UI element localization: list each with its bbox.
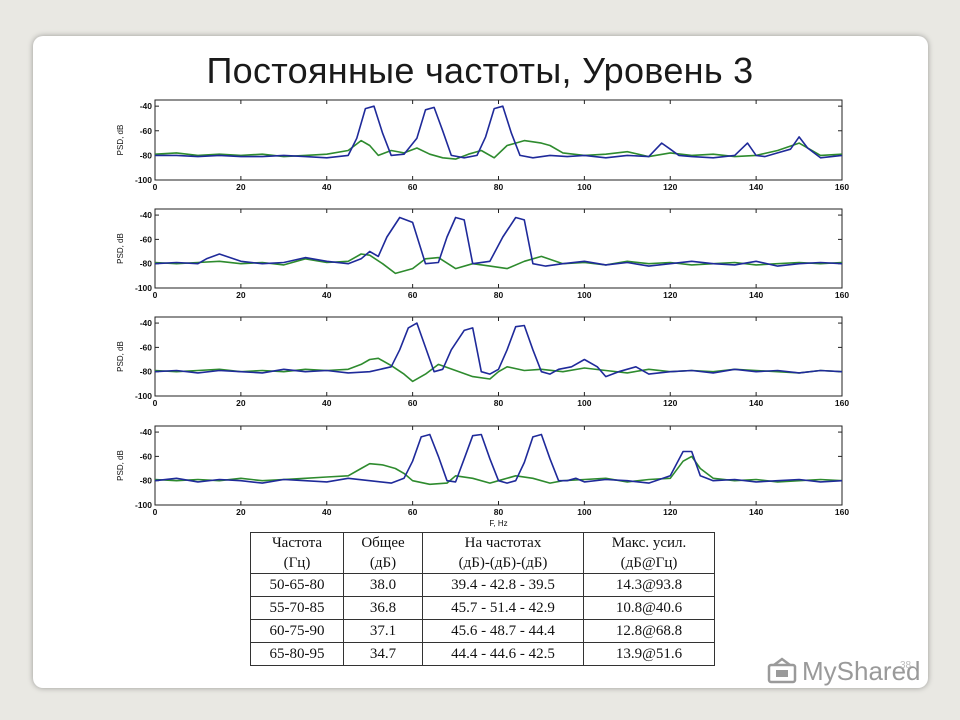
y-tick-label: -100 xyxy=(135,175,152,185)
x-tick-label: 0 xyxy=(153,398,158,408)
y-tick-label: -40 xyxy=(140,101,153,111)
y-tick-label: -40 xyxy=(140,427,153,437)
x-tick-label: 40 xyxy=(322,290,332,300)
x-tick-label: 20 xyxy=(236,182,246,192)
x-tick-label: 120 xyxy=(663,182,677,192)
cell-at-frequencies: 39.4 - 42.8 - 39.5 xyxy=(422,573,584,597)
results-table: Частота (Гц) Общее (дБ) На частотах (дБ)-(д… xyxy=(250,532,715,666)
x-tick-label: 40 xyxy=(322,182,332,192)
y-axis-label: PSD, dB xyxy=(116,233,125,264)
cell-frequency: 60-75-90 xyxy=(250,619,344,643)
x-tick-label: 140 xyxy=(749,507,763,517)
y-tick-label: -40 xyxy=(140,318,153,328)
cell-max-gain: 12.8@68.8 xyxy=(583,619,715,643)
cell-max-gain: 13.9@51.6 xyxy=(583,642,715,666)
x-tick-label: 20 xyxy=(236,398,246,408)
x-tick-label: 140 xyxy=(749,290,763,300)
y-tick-label: -60 xyxy=(140,342,153,352)
y-tick-label: -80 xyxy=(140,367,153,377)
y-tick-label: -60 xyxy=(140,234,153,244)
x-tick-label: 140 xyxy=(749,182,763,192)
x-tick-label: 100 xyxy=(577,507,591,517)
header-frequency: Частота (Гц) xyxy=(250,532,344,574)
page-number: 38 xyxy=(900,660,912,671)
header-total: Общее (дБ) xyxy=(343,532,423,574)
x-tick-label: 100 xyxy=(577,290,591,300)
x-tick-label: 60 xyxy=(408,182,418,192)
x-tick-label: 160 xyxy=(835,507,849,517)
y-tick-label: -80 xyxy=(140,150,153,160)
x-tick-label: 100 xyxy=(577,182,591,192)
cell-frequency: 50-65-80 xyxy=(250,573,344,597)
x-tick-label: 0 xyxy=(153,290,158,300)
header-at-frequencies: На частотах (дБ)-(дБ)-(дБ) xyxy=(422,532,584,574)
y-axis-label: PSD, dB xyxy=(116,125,125,156)
series-line-blue xyxy=(154,433,843,484)
y-tick-label: -60 xyxy=(140,126,153,136)
x-tick-label: 20 xyxy=(236,290,246,300)
cell-max-gain: 10.8@40.6 xyxy=(583,596,715,620)
series-line-green xyxy=(154,455,843,486)
x-tick-label: 120 xyxy=(663,507,677,517)
table-row: 65-80-95 34.7 44.4 - 44.6 - 42.5 13.9@51… xyxy=(250,642,715,666)
plot-area-4 xyxy=(154,425,843,506)
header-max-gain: Макс. усил. (дБ@Гц) xyxy=(583,532,715,574)
table-row: 55-70-85 36.8 45.7 - 51.4 - 42.9 10.8@40… xyxy=(250,596,715,620)
x-tick-label: 40 xyxy=(322,507,332,517)
cell-max-gain: 14.3@93.8 xyxy=(583,573,715,597)
y-tick-label: -100 xyxy=(135,391,152,401)
watermark-text: MyShared xyxy=(802,656,921,686)
y-tick-label: -40 xyxy=(140,210,153,220)
table-header-row: Частота (Гц) Общее (дБ) На частотах (дБ)-(д… xyxy=(250,532,715,574)
series-line-blue xyxy=(154,216,843,267)
y-tick-label: -80 xyxy=(140,476,153,486)
cell-at-frequencies: 44.4 - 44.6 - 42.5 xyxy=(422,642,584,666)
series-line-blue xyxy=(154,322,843,378)
x-tick-label: 0 xyxy=(153,507,158,517)
cell-total: 37.1 xyxy=(343,619,423,643)
y-tick-label: -100 xyxy=(135,500,152,510)
cell-at-frequencies: 45.6 - 48.7 - 44.4 xyxy=(422,619,584,643)
table-row: 60-75-90 37.1 45.6 - 48.7 - 44.4 12.8@68… xyxy=(250,619,715,643)
x-tick-label: 120 xyxy=(663,398,677,408)
x-tick-label: 60 xyxy=(408,290,418,300)
cell-total: 34.7 xyxy=(343,642,423,666)
table-row: 50-65-80 38.0 39.4 - 42.8 - 39.5 14.3@93… xyxy=(250,573,715,597)
x-tick-label: 120 xyxy=(663,290,677,300)
cell-frequency: 65-80-95 xyxy=(250,642,344,666)
x-tick-label: 20 xyxy=(236,507,246,517)
plot-area-3 xyxy=(154,316,843,397)
plot-area-1 xyxy=(154,99,843,181)
x-tick-label: 100 xyxy=(577,398,591,408)
x-tick-label: 80 xyxy=(494,182,504,192)
plot-area-2 xyxy=(154,208,843,289)
y-tick-label: -80 xyxy=(140,259,153,269)
x-tick-label: 140 xyxy=(749,398,763,408)
cell-total: 36.8 xyxy=(343,596,423,620)
y-tick-label: -100 xyxy=(135,283,152,293)
x-tick-label: 60 xyxy=(408,398,418,408)
x-tick-label: 80 xyxy=(494,398,504,408)
cell-frequency: 55-70-85 xyxy=(250,596,344,620)
y-tick-label: -60 xyxy=(140,451,153,461)
y-axis-label: PSD, dB xyxy=(116,450,125,481)
myshared-logo-icon xyxy=(767,656,797,683)
x-tick-label: 80 xyxy=(494,507,504,517)
series-line-blue xyxy=(155,105,843,159)
x-axis-label: F, Hz xyxy=(489,519,507,528)
x-tick-label: 60 xyxy=(408,507,418,517)
x-tick-label: 80 xyxy=(494,290,504,300)
x-tick-label: 0 xyxy=(153,182,158,192)
x-tick-label: 160 xyxy=(835,398,849,408)
cell-at-frequencies: 45.7 - 51.4 - 42.9 xyxy=(422,596,584,620)
y-axis-label: PSD, dB xyxy=(116,341,125,372)
x-tick-label: 160 xyxy=(835,182,849,192)
cell-total: 38.0 xyxy=(343,573,423,597)
x-tick-label: 40 xyxy=(322,398,332,408)
watermark: MyShared xyxy=(766,656,921,687)
x-tick-label: 160 xyxy=(835,290,849,300)
slide-title: Постоянные частоты, Уровень 3 xyxy=(206,50,754,91)
